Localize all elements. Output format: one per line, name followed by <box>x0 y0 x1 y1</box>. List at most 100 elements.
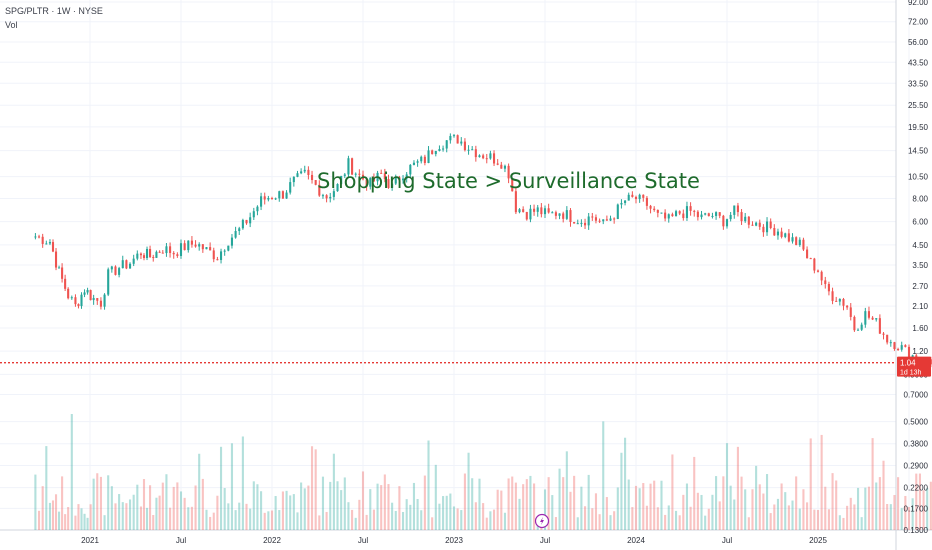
volume-bar <box>700 494 703 530</box>
volume-bar <box>270 510 274 530</box>
volume-bar <box>336 481 339 530</box>
candle-body <box>176 254 179 257</box>
volume-bar <box>660 480 663 530</box>
volume-bar <box>274 496 277 530</box>
volume-bar <box>194 485 197 530</box>
candle-body <box>442 148 445 150</box>
candle-body <box>551 212 554 214</box>
volume-bar <box>48 502 52 530</box>
volume-bar <box>412 482 416 530</box>
volume-bar <box>99 476 102 530</box>
volume-bar <box>842 517 845 530</box>
volume-bar <box>897 477 900 530</box>
volume-bar <box>718 501 721 530</box>
candle-body <box>758 222 761 227</box>
price-tick-label: 33.50 <box>908 79 929 88</box>
volume-bar <box>80 508 83 530</box>
candle-body <box>602 219 605 222</box>
volume-bar <box>169 507 172 530</box>
candle-body <box>722 215 725 227</box>
volume-bar <box>478 478 481 530</box>
volume-bar <box>372 509 375 530</box>
volume-bar <box>598 514 601 530</box>
volume-bar <box>358 499 361 530</box>
candle-body <box>110 266 113 270</box>
volume-bar <box>685 483 689 530</box>
volume-bar <box>351 509 354 530</box>
flash-icon-bolt <box>540 517 544 525</box>
candle-body <box>678 211 681 214</box>
volume-bar <box>456 508 459 530</box>
volume-bar <box>798 508 801 530</box>
volume-bar <box>547 477 550 530</box>
candle-body <box>198 244 201 247</box>
candle-body <box>904 345 907 347</box>
candle-body <box>580 222 583 224</box>
volume-bar <box>543 489 547 530</box>
candle-body <box>878 318 881 334</box>
candle-body <box>605 219 608 221</box>
volume-bar <box>438 503 441 530</box>
price-tick-label: 3.50 <box>912 261 928 270</box>
volume-bar <box>507 478 510 530</box>
candle-body <box>434 150 437 155</box>
volume-bar <box>565 451 568 530</box>
candle-body <box>34 236 37 238</box>
candle-body <box>536 207 539 212</box>
candle-body <box>263 196 266 200</box>
volume-bar <box>929 481 932 530</box>
candle-body <box>674 211 678 217</box>
time-axis[interactable]: 2021 Jul 2022 Jul 2023 Jul 2024 Jul 2025 <box>81 536 827 545</box>
volume-bar <box>267 511 270 530</box>
volume-bar <box>860 517 863 530</box>
time-tick-label: 2025 <box>809 536 827 545</box>
volume-bar <box>74 515 77 530</box>
volume-bar <box>118 494 121 530</box>
candle-body <box>380 172 383 174</box>
price-tick-label: 0.1300 <box>904 526 929 535</box>
candle-body <box>824 280 827 285</box>
volume-bar <box>310 446 314 530</box>
volume-legend[interactable]: Vol <box>5 20 18 30</box>
volume-bar <box>747 517 750 530</box>
volume-bar <box>674 510 678 530</box>
time-tick-label: 2023 <box>445 536 463 545</box>
candle-body <box>875 318 878 320</box>
candle-body <box>762 226 765 233</box>
candle-body <box>849 307 852 317</box>
price-tick-label: 56.00 <box>908 38 929 47</box>
candle-body <box>314 180 317 185</box>
volume-bar <box>613 511 616 530</box>
volume-bar <box>325 511 328 530</box>
volume-bar <box>533 483 536 530</box>
candle-body <box>431 150 434 155</box>
volume-bar <box>736 446 739 530</box>
candle-body <box>776 231 780 236</box>
volume-bar <box>61 476 64 530</box>
symbol-legend[interactable]: SPG/PLTR · 1W · NYSE <box>5 6 103 16</box>
volume-bar <box>431 517 434 530</box>
volume-bar <box>744 489 747 530</box>
volume-bar <box>489 511 492 530</box>
price-tick-label: 0.5000 <box>904 418 929 427</box>
candle-body <box>351 158 354 175</box>
price-axis[interactable]: 92.00 72.00 56.00 43.50 33.50 25.50 19.50 14.50… <box>904 0 929 535</box>
candle-body <box>128 263 132 269</box>
candle-body <box>427 150 430 164</box>
candle-body <box>827 284 830 292</box>
candle-body <box>474 149 477 158</box>
flash-icon[interactable] <box>534 513 550 529</box>
volume-bar <box>296 512 299 530</box>
price-tick-label: 1.20 <box>912 347 928 356</box>
candle-body <box>99 300 102 307</box>
candle-body <box>325 195 328 199</box>
volume-bar <box>558 468 561 530</box>
volume-bar <box>427 440 430 530</box>
volume-bar <box>176 482 179 530</box>
volume-bar <box>780 483 783 530</box>
candle-body <box>230 237 234 246</box>
candle-body <box>511 178 514 192</box>
candle-body <box>514 191 517 213</box>
volume-bar <box>187 507 190 530</box>
